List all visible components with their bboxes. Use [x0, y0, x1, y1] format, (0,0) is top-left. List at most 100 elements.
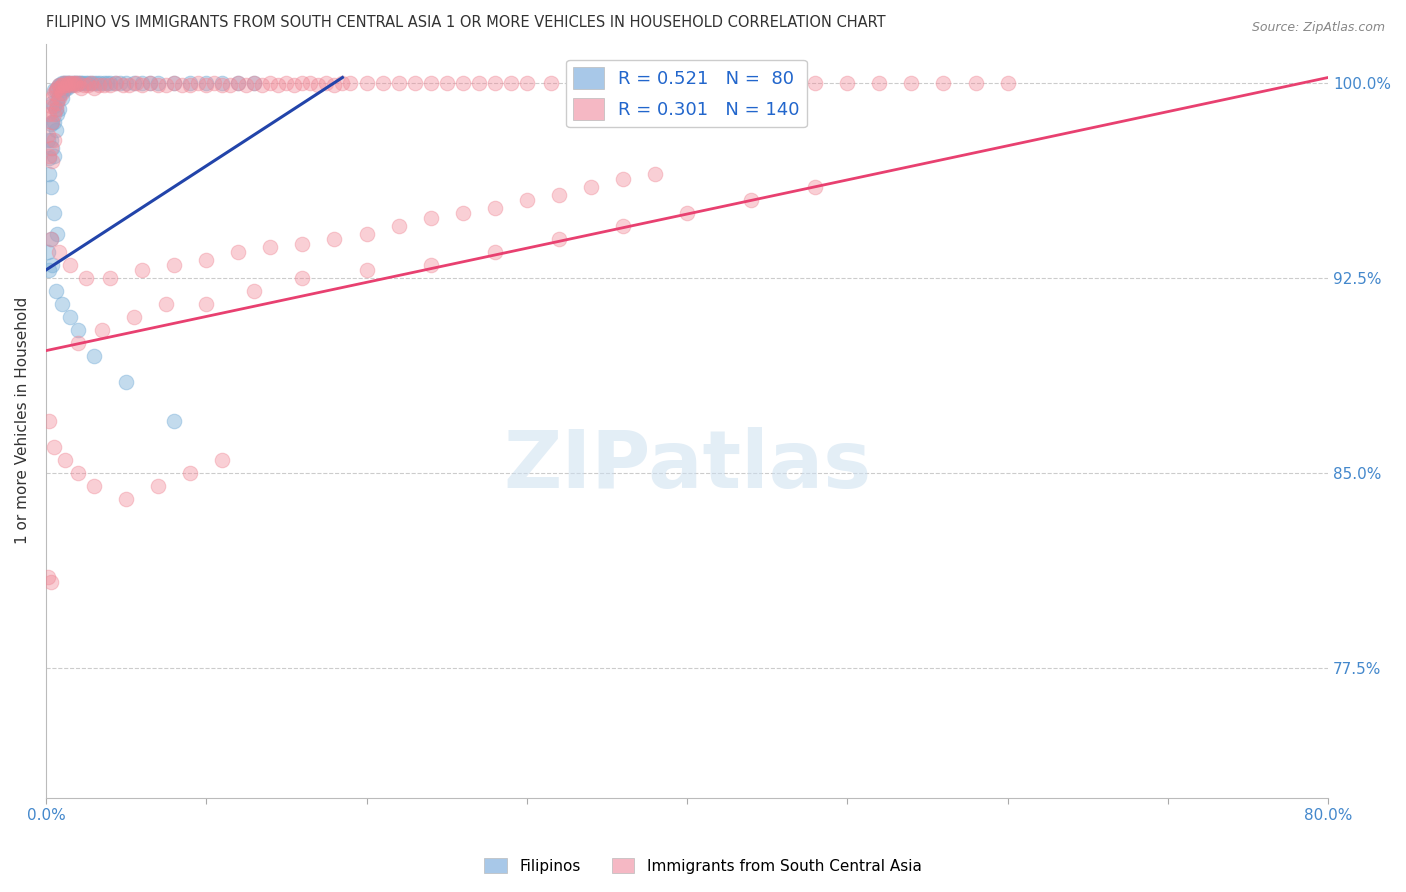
Point: [243, 284, 266, 298]
Point: [187, 76, 209, 90]
Point: [195, 297, 218, 311]
Point: [226, 76, 249, 90]
Point: [62, 76, 84, 90]
Point: [484, 76, 506, 90]
Point: [37, 244, 59, 259]
Point: [60, 78, 83, 93]
Point: [900, 76, 922, 90]
Point: [115, 491, 138, 506]
Point: [404, 76, 426, 90]
Point: [93, 76, 115, 90]
Point: [111, 78, 134, 93]
Point: [564, 76, 586, 90]
Point: [46, 96, 69, 111]
Point: [41, 114, 63, 128]
Point: [155, 297, 177, 311]
Point: [371, 76, 394, 90]
Point: [75, 76, 97, 90]
Point: [59, 310, 82, 324]
Point: [41, 153, 63, 168]
Point: [868, 76, 890, 90]
Point: [52, 76, 75, 90]
Point: [122, 76, 145, 90]
Point: [276, 76, 298, 90]
Point: [39, 133, 62, 147]
Point: [59, 76, 82, 90]
Point: [39, 141, 62, 155]
Point: [612, 172, 634, 186]
Point: [467, 76, 489, 90]
Point: [547, 232, 569, 246]
Point: [226, 76, 249, 90]
Point: [387, 76, 409, 90]
Point: [38, 167, 60, 181]
Point: [59, 78, 82, 93]
Point: [49, 86, 72, 100]
Point: [676, 206, 699, 220]
Point: [179, 76, 201, 90]
Point: [46, 107, 69, 121]
Point: [58, 76, 80, 90]
Point: [45, 122, 67, 136]
Point: [211, 78, 233, 93]
Point: [291, 76, 314, 90]
Legend: R = 0.521   N =  80, R = 0.301   N = 140: R = 0.521 N = 80, R = 0.301 N = 140: [567, 60, 807, 127]
Point: [86, 76, 108, 90]
Point: [70, 76, 93, 90]
Point: [70, 81, 93, 95]
Point: [122, 310, 145, 324]
Point: [58, 78, 80, 93]
Point: [39, 232, 62, 246]
Point: [46, 81, 69, 95]
Point: [419, 258, 441, 272]
Point: [707, 76, 730, 90]
Point: [356, 227, 378, 241]
Point: [37, 128, 59, 142]
Point: [42, 99, 65, 113]
Point: [73, 78, 96, 93]
Point: [48, 91, 70, 105]
Point: [125, 76, 148, 90]
Point: [51, 78, 73, 93]
Point: [83, 479, 105, 493]
Point: [804, 179, 827, 194]
Point: [53, 453, 76, 467]
Point: [42, 148, 65, 162]
Point: [48, 244, 70, 259]
Point: [98, 78, 121, 93]
Point: [146, 479, 169, 493]
Point: [89, 76, 111, 90]
Point: [108, 76, 131, 90]
Point: [104, 76, 127, 90]
Point: [45, 284, 67, 298]
Point: [139, 76, 162, 90]
Point: [804, 76, 827, 90]
Point: [87, 78, 110, 93]
Point: [46, 94, 69, 108]
Point: [179, 466, 201, 480]
Point: [115, 76, 138, 90]
Point: [38, 148, 60, 162]
Point: [315, 76, 337, 90]
Point: [39, 232, 62, 246]
Point: [72, 76, 94, 90]
Point: [39, 99, 62, 113]
Point: [283, 78, 305, 93]
Point: [243, 76, 266, 90]
Point: [63, 76, 86, 90]
Point: [51, 81, 73, 95]
Point: [195, 76, 218, 90]
Point: [69, 76, 91, 90]
Point: [45, 83, 67, 97]
Text: Source: ZipAtlas.com: Source: ZipAtlas.com: [1251, 21, 1385, 34]
Point: [48, 78, 70, 93]
Point: [66, 76, 89, 90]
Point: [356, 263, 378, 277]
Point: [83, 76, 105, 90]
Point: [66, 76, 89, 90]
Point: [172, 78, 194, 93]
Point: [53, 76, 76, 90]
Point: [131, 76, 153, 90]
Point: [202, 76, 225, 90]
Point: [52, 76, 75, 90]
